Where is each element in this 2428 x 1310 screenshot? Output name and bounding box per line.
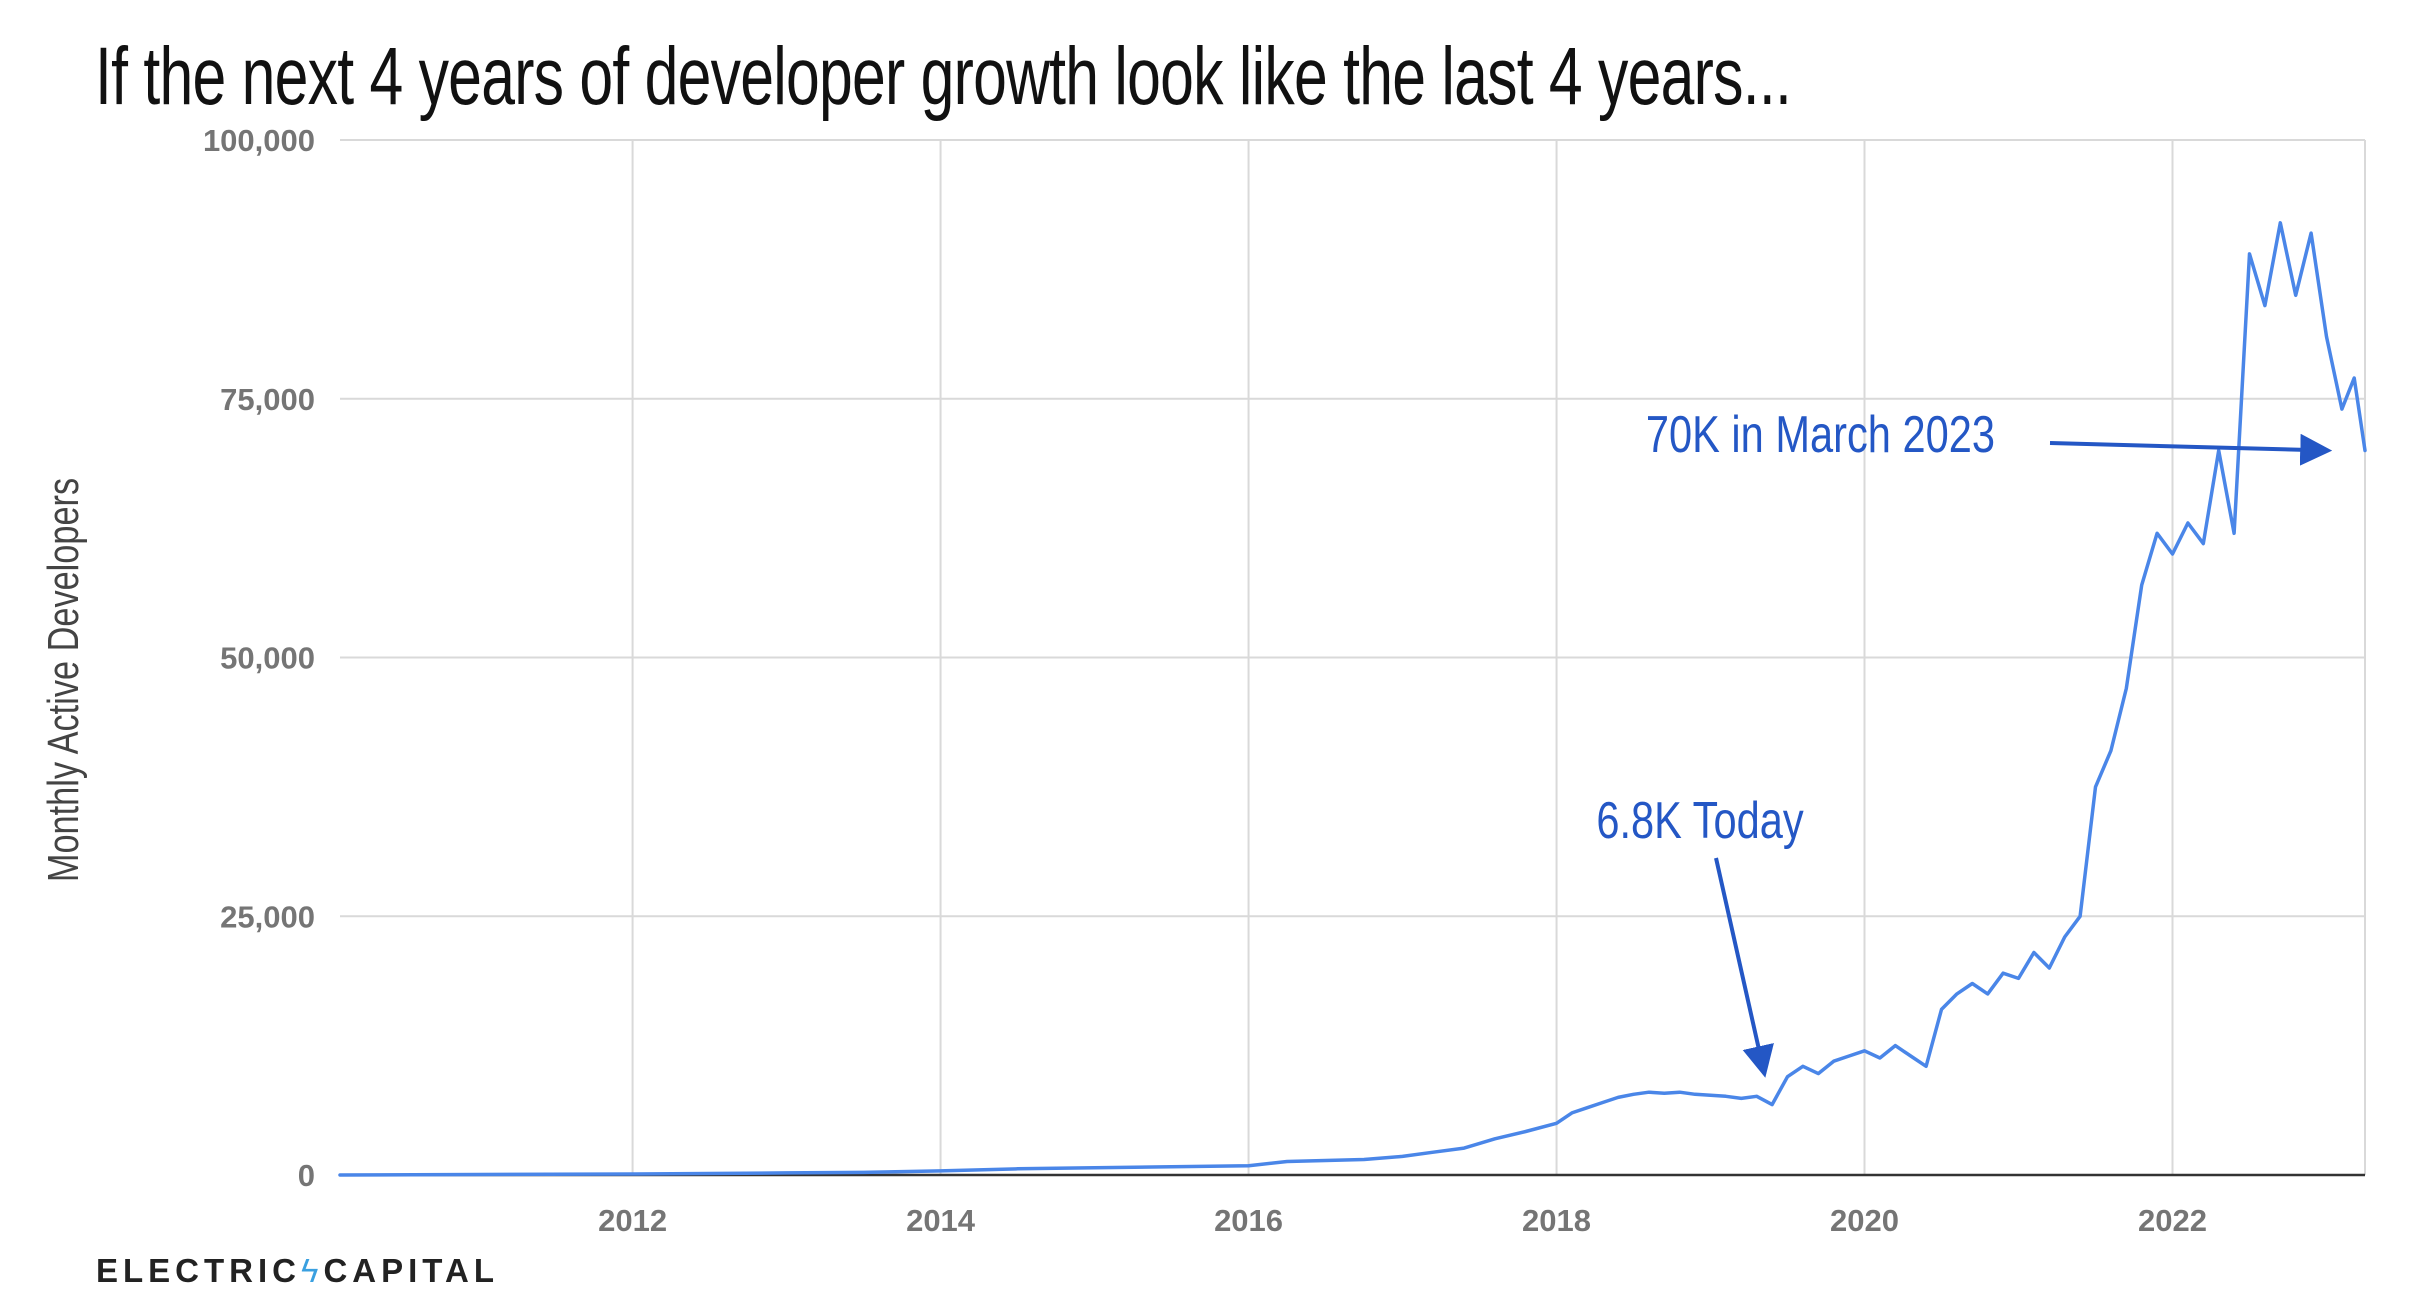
annotation-march-2023-arrow <box>2049 433 2333 466</box>
annotation-today-arrow <box>1714 857 1774 1078</box>
x-tick-label: 2018 <box>1522 1203 1591 1238</box>
x-tick-label: 2020 <box>1830 1203 1899 1238</box>
tick-labels: 0 25,000 50,000 75,000 100,000 2012 2014 2016 20… <box>203 123 2207 1238</box>
y-tick-label: 100,000 <box>203 123 315 158</box>
chart-title: If the next 4 years of developer growth … <box>95 31 1792 122</box>
series-lines <box>338 221 2367 1177</box>
y-tick-label: 50,000 <box>220 641 315 676</box>
bolt-icon: ϟ <box>301 1252 324 1289</box>
x-tick-label: 2016 <box>1214 1203 1283 1238</box>
x-tick-label: 2012 <box>598 1203 667 1238</box>
x-tick-label: 2014 <box>906 1203 976 1238</box>
electric-capital-logo: ELECTRICϟCAPITAL <box>96 1252 499 1290</box>
logo-word-electric: ELECTRIC <box>96 1252 301 1289</box>
grid-lines <box>340 139 2365 1175</box>
annotations: 6.8K Today 70K in March 2023 <box>1596 405 2333 1078</box>
annotation-march-2023-label: 70K in March 2023 <box>1646 405 1995 464</box>
annotation-today-label: 6.8K Today <box>1596 791 1804 850</box>
y-tick-label: 25,000 <box>220 899 315 934</box>
y-tick-label: 75,000 <box>220 382 315 417</box>
series-line-monthly-active-developers <box>338 221 2367 1177</box>
logo-word-capital: CAPITAL <box>323 1252 500 1289</box>
y-tick-label: 0 <box>298 1158 315 1193</box>
x-tick-label: 2022 <box>2138 1203 2207 1238</box>
y-axis-title: Monthly Active Developers <box>39 478 88 882</box>
